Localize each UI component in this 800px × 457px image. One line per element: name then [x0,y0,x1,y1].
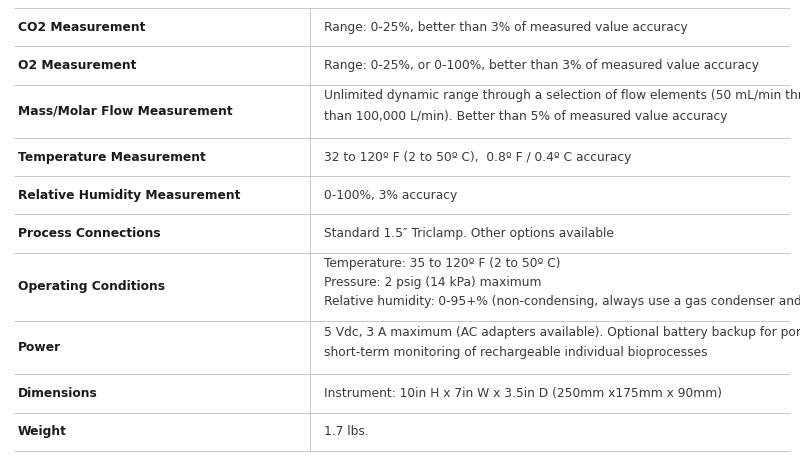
Text: Instrument: 10in H x 7in W x 3.5in D (250mm x175mm x 90mm): Instrument: 10in H x 7in W x 3.5in D (25… [324,387,722,400]
Text: Temperature Measurement: Temperature Measurement [18,150,206,164]
Text: Pressure: 2 psig (14 kPa) maximum: Pressure: 2 psig (14 kPa) maximum [324,276,542,289]
Text: 1.7 lbs.: 1.7 lbs. [324,425,369,438]
Text: Operating Conditions: Operating Conditions [18,281,165,293]
Text: Dimensions: Dimensions [18,387,98,400]
Text: short-term monitoring of rechargeable individual bioprocesses: short-term monitoring of rechargeable in… [324,346,708,360]
Text: Temperature: 35 to 120º F (2 to 50º C): Temperature: 35 to 120º F (2 to 50º C) [324,257,561,270]
Text: 0-100%, 3% accuracy: 0-100%, 3% accuracy [324,189,458,202]
Text: Mass/Molar Flow Measurement: Mass/Molar Flow Measurement [18,105,233,118]
Text: Unlimited dynamic range through a selection of flow elements (50 mL/min through : Unlimited dynamic range through a select… [324,89,800,102]
Text: CO2 Measurement: CO2 Measurement [18,21,146,34]
Text: Relative humidity: 0-95+% (non-condensing, always use a gas condenser and a ster: Relative humidity: 0-95+% (non-condensin… [324,295,800,308]
Text: Relative Humidity Measurement: Relative Humidity Measurement [18,189,240,202]
Text: Range: 0-25%, better than 3% of measured value accuracy: Range: 0-25%, better than 3% of measured… [324,21,688,34]
Text: 32 to 120º F (2 to 50º C),  0.8º F / 0.4º C accuracy: 32 to 120º F (2 to 50º C), 0.8º F / 0.4º… [324,150,631,164]
Text: Power: Power [18,341,62,354]
Text: Standard 1.5″ Triclamp. Other options available: Standard 1.5″ Triclamp. Other options av… [324,227,614,240]
Text: than 100,000 L/min). Better than 5% of measured value accuracy: than 100,000 L/min). Better than 5% of m… [324,110,727,123]
Text: 5 Vdc, 3 A maximum (AC adapters available). Optional battery backup for portable: 5 Vdc, 3 A maximum (AC adapters availabl… [324,326,800,339]
Text: Range: 0-25%, or 0-100%, better than 3% of measured value accuracy: Range: 0-25%, or 0-100%, better than 3% … [324,59,759,72]
Text: Weight: Weight [18,425,67,438]
Text: O2 Measurement: O2 Measurement [18,59,136,72]
Text: Process Connections: Process Connections [18,227,161,240]
